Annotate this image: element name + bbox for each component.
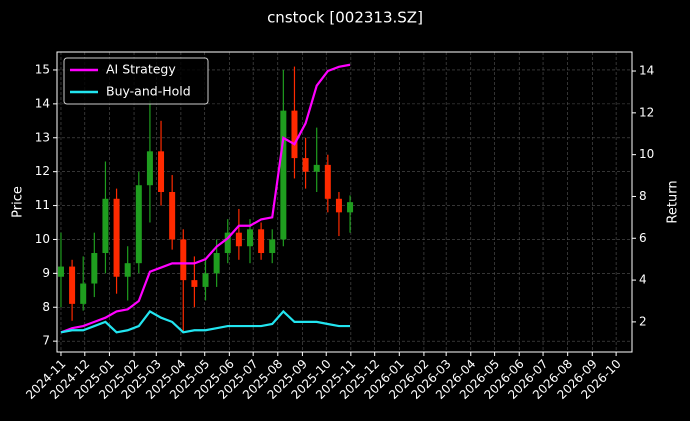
- candle-body: [169, 192, 176, 240]
- return-line: [60, 63, 351, 334]
- candle-body: [180, 239, 187, 281]
- candle-body: [313, 164, 320, 172]
- y-tick-label: 12: [35, 164, 50, 178]
- candle-body: [235, 232, 242, 247]
- candle-body: [80, 283, 87, 304]
- plot-frame: [56, 51, 633, 353]
- y2-tick-label: 2: [639, 314, 647, 328]
- candle-body: [246, 229, 253, 247]
- y-tick-label: 7: [42, 334, 50, 348]
- candle-body: [335, 198, 342, 213]
- candle-body: [280, 110, 287, 240]
- y-tick-label: 15: [35, 62, 50, 76]
- y-tick-label: 13: [35, 130, 50, 144]
- candle-body: [258, 229, 265, 254]
- chart-title: cnstock [002313.SZ]: [267, 9, 423, 27]
- candle-body: [269, 239, 276, 254]
- legend-label: AI Strategy: [106, 62, 176, 77]
- y2-tick-label: 6: [639, 231, 647, 245]
- candle-body: [135, 185, 142, 264]
- legend-label: Buy-and-Hold: [106, 84, 191, 99]
- y-tick-label: 10: [35, 232, 50, 246]
- candle-body: [113, 198, 120, 277]
- candle-body: [91, 253, 98, 284]
- y-axis-label: Price: [11, 186, 26, 218]
- y2-tick-label: 12: [639, 105, 654, 119]
- candle-body: [69, 266, 76, 304]
- candle-body: [302, 158, 309, 172]
- y2-axis-label: Return: [666, 180, 681, 223]
- candle-body: [146, 151, 153, 186]
- y-tick-label: 14: [35, 96, 50, 110]
- y-tick-label: 9: [42, 266, 50, 280]
- candle-body: [202, 273, 209, 287]
- return-line: [60, 309, 351, 334]
- y2-tick-label: 4: [639, 273, 647, 287]
- y2-tick-label: 10: [639, 147, 654, 161]
- candle-body: [158, 151, 165, 192]
- candle-body: [291, 110, 298, 159]
- candle-body: [347, 202, 354, 213]
- candle-body: [213, 253, 220, 274]
- y-tick-label: 8: [42, 300, 50, 314]
- y2-tick-label: 14: [639, 64, 654, 78]
- candle-body: [224, 232, 231, 254]
- candle-body: [191, 280, 198, 287]
- candle-body: [124, 263, 131, 277]
- legend-box: [63, 57, 209, 105]
- candle-body: [57, 266, 64, 277]
- y2-tick-label: 8: [639, 189, 647, 203]
- candle-body: [102, 198, 109, 254]
- y-tick-label: 11: [35, 198, 50, 212]
- candle-body: [324, 164, 331, 199]
